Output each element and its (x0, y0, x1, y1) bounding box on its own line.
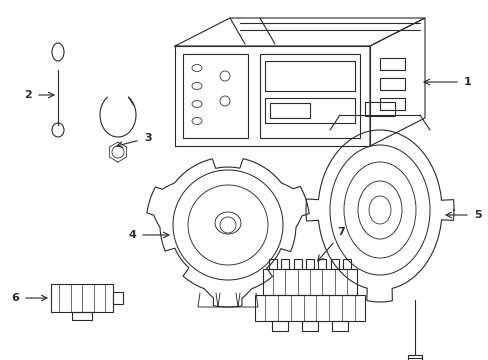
Bar (318, 259, 325, 269)
Bar (183, 54, 247, 138)
Bar (379, 58, 404, 70)
Bar (330, 259, 338, 269)
Bar (407, 355, 421, 360)
Bar (379, 78, 404, 90)
Text: 6: 6 (11, 293, 19, 303)
Bar (379, 98, 404, 110)
Text: 5: 5 (473, 210, 481, 220)
Text: 4: 4 (128, 230, 136, 240)
Bar (268, 259, 276, 269)
Bar (305, 259, 313, 269)
Bar (260, 54, 359, 138)
Bar (342, 259, 350, 269)
Bar (331, 321, 347, 331)
Text: 3: 3 (143, 133, 151, 143)
Bar (113, 292, 123, 304)
Text: 2: 2 (24, 90, 32, 100)
Text: 1: 1 (463, 77, 471, 87)
Bar (72, 312, 92, 320)
Bar (293, 259, 301, 269)
Bar (302, 321, 317, 331)
Bar (269, 103, 309, 118)
Bar (281, 259, 289, 269)
Bar (254, 295, 364, 321)
Bar (263, 269, 356, 295)
Bar (264, 61, 354, 91)
Bar (51, 284, 113, 312)
Text: 7: 7 (336, 227, 344, 237)
Bar (271, 321, 287, 331)
Bar (264, 98, 354, 123)
Bar (364, 102, 394, 116)
